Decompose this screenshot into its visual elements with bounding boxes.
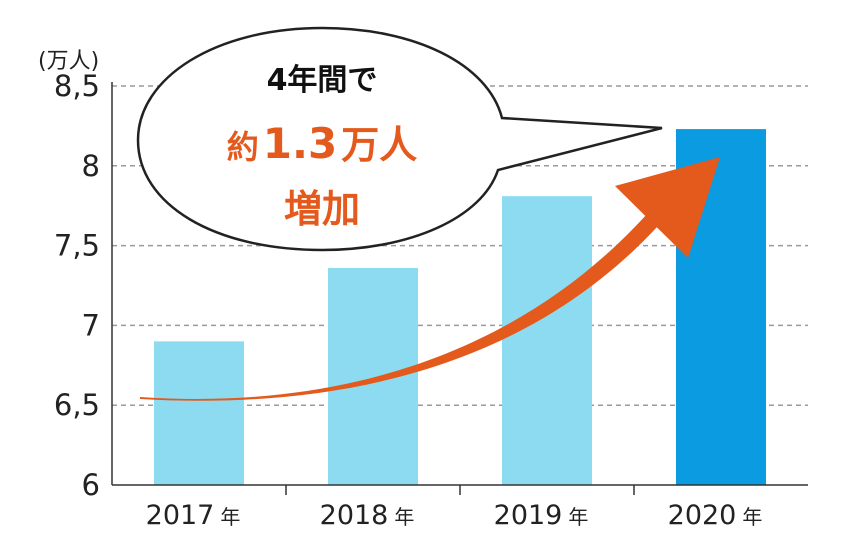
bars: [154, 129, 766, 486]
growth-arrow-head: [615, 157, 720, 258]
x-tick-label: 2017 年: [146, 500, 241, 531]
y-tick-label: 8: [82, 149, 100, 183]
x-tick-label: 2018 年: [320, 500, 415, 531]
callout-bubble: 4年間で 約1.3 万人 増加: [136, 26, 663, 252]
y-tick-label: 7: [82, 308, 100, 342]
y-tick-labels: 6 6,5 7 7,5 8 8,5: [54, 69, 100, 502]
callout-line-3: 増加: [284, 187, 360, 231]
callout-value: 1.3: [263, 119, 337, 168]
y-tick-label: 8,5: [54, 69, 100, 103]
growth-arrow: [140, 157, 720, 401]
x-tick-suffix: 年: [742, 505, 762, 529]
y-tick-label: 7,5: [54, 229, 100, 263]
x-tick-suffix: 年: [394, 505, 414, 529]
x-tick-year: 2019: [494, 500, 563, 531]
bar-2017: [154, 341, 244, 485]
callout-suffix: 万人: [341, 123, 417, 167]
y-tick-label: 6,5: [54, 388, 100, 422]
x-tick-suffix: 年: [220, 505, 240, 529]
x-tick-year: 2020: [668, 500, 737, 531]
y-unit-label: (万人): [38, 49, 99, 74]
x-tick-year: 2018: [320, 500, 389, 531]
x-tick-label: 2020 年: [668, 500, 763, 531]
growth-arrow-shaft: [140, 205, 667, 401]
x-tick-label: 2019 年: [494, 500, 589, 531]
bar-2018: [328, 267, 418, 485]
callout-prefix: 約: [227, 128, 259, 166]
callout-line-2: 約1.3 万人: [227, 119, 417, 168]
y-tick-label: 6: [82, 468, 100, 502]
callout-bubble-shape: [136, 26, 663, 252]
x-tick-suffix: 年: [568, 505, 588, 529]
x-tick-labels: 2017 年 2018 年 2019 年 2020 年: [146, 500, 763, 531]
axes: [111, 82, 808, 495]
bar-2019: [502, 196, 592, 485]
callout-line-1: 4年間で: [267, 63, 378, 98]
x-tick-year: 2017: [146, 500, 215, 531]
